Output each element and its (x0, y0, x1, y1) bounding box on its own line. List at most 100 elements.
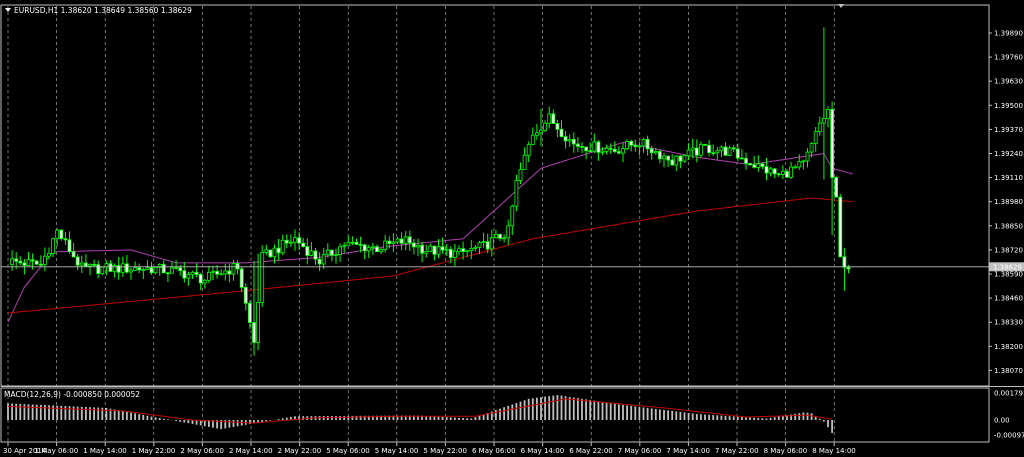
candle-body (600, 150, 605, 153)
price-tick-label: 1.38330 (994, 319, 1023, 327)
candle-body (194, 272, 199, 275)
candle-body (297, 237, 302, 244)
candle-body (112, 265, 117, 272)
candle-body (178, 267, 183, 272)
candle-body (740, 157, 744, 160)
candle-body (370, 246, 375, 249)
candle-body (202, 279, 207, 284)
candle-body (63, 238, 68, 241)
time-tick-label: 8 May 06:00 (764, 447, 808, 455)
candle-body (809, 143, 814, 153)
symbol-menu-icon[interactable] (5, 8, 11, 12)
candle-body (674, 155, 679, 166)
candle-body (395, 238, 400, 243)
candle-body (403, 236, 408, 244)
candle-body (489, 237, 494, 250)
candle-body (727, 147, 732, 156)
candle-body (383, 240, 388, 250)
candle-body (805, 151, 810, 162)
macd-tick-label: 0.00 (994, 417, 1010, 425)
chart-title: EURUSD,H1 1.38620 1.38649 1.38560 1.3862… (14, 6, 192, 15)
candle-body (165, 272, 170, 275)
candle-body (174, 267, 179, 270)
candle-body (465, 250, 470, 253)
candle-body (576, 143, 580, 147)
candle-body (744, 158, 748, 164)
candle-body (752, 164, 757, 168)
candle-body (756, 163, 761, 168)
candle-body (416, 244, 420, 248)
candle-body (182, 270, 187, 279)
candle-body (822, 118, 826, 124)
candle-body (391, 241, 396, 244)
candle-body (43, 255, 47, 265)
candle-body (125, 263, 129, 273)
candle-body (317, 258, 322, 265)
candle-body (206, 271, 211, 281)
macd-axis: 0.001791 0.00 -0.000979 (994, 389, 1024, 439)
candle-body (186, 274, 191, 279)
candle-body (735, 148, 740, 159)
candle-body (10, 258, 15, 265)
candle-body (637, 145, 642, 148)
chart-shift-marker[interactable] (838, 4, 844, 8)
candle-body (653, 150, 658, 154)
candle-body (280, 239, 285, 254)
candle-body (227, 270, 232, 275)
candle-body (108, 263, 113, 272)
macd-title: MACD(12,26,9) -0.000850 0.000052 (4, 390, 140, 399)
candle-body (789, 166, 793, 178)
candle-body (129, 269, 133, 273)
price-tick-label: 1.38200 (994, 343, 1023, 351)
candle-body (621, 148, 625, 154)
candle-body (678, 155, 683, 162)
time-tick-label: 2 May 06:00 (180, 447, 224, 455)
candle-body (785, 171, 789, 178)
macd-indicator (7, 395, 833, 433)
current-price-label: 1.38629 (993, 263, 1022, 271)
candle-body (239, 268, 244, 288)
price-axis[interactable]: 1.39890 1.39760 1.39630 1.39500 1.39370 1.392… (989, 29, 1023, 375)
candle-body (645, 138, 650, 150)
candle-body (334, 254, 338, 256)
candle-body (838, 196, 843, 258)
candle-body (231, 263, 236, 275)
candle-body (30, 259, 35, 262)
candle-body (571, 138, 576, 145)
candle-body (481, 241, 486, 243)
candle-body (18, 260, 23, 264)
time-tick-label: 6 May 22:00 (569, 447, 613, 455)
candle-body (539, 129, 543, 134)
candle-body (223, 270, 228, 275)
candle-body (38, 263, 43, 266)
candle-body (420, 244, 425, 254)
candle-body (59, 229, 64, 240)
candle-body (161, 263, 166, 274)
candle-body (477, 241, 482, 248)
time-tick-label: 2 May 14:00 (229, 447, 273, 455)
candle-body (567, 138, 572, 142)
price-tick-label: 1.39630 (994, 78, 1023, 86)
price-candles (10, 27, 851, 356)
moving-averages (7, 141, 853, 323)
candle-body (584, 146, 588, 152)
time-tick-label: 6 May 06:00 (472, 447, 516, 455)
candle-body (96, 264, 101, 274)
candle-body (522, 154, 527, 170)
time-tick-label: 5 May 22:00 (423, 447, 467, 455)
candle-body (641, 138, 646, 147)
time-tick-label: 1 May 14:00 (83, 447, 127, 455)
candle-body (711, 152, 716, 155)
candle-body (826, 108, 830, 119)
candle-body (473, 246, 478, 249)
candle-body (633, 144, 638, 148)
candle-body (329, 249, 334, 256)
candle-body (813, 131, 818, 145)
price-tick-label: 1.39370 (994, 126, 1023, 134)
candle-body (731, 147, 736, 150)
candle-body (830, 108, 834, 178)
candle-body (75, 256, 80, 266)
candle-body (461, 248, 466, 252)
